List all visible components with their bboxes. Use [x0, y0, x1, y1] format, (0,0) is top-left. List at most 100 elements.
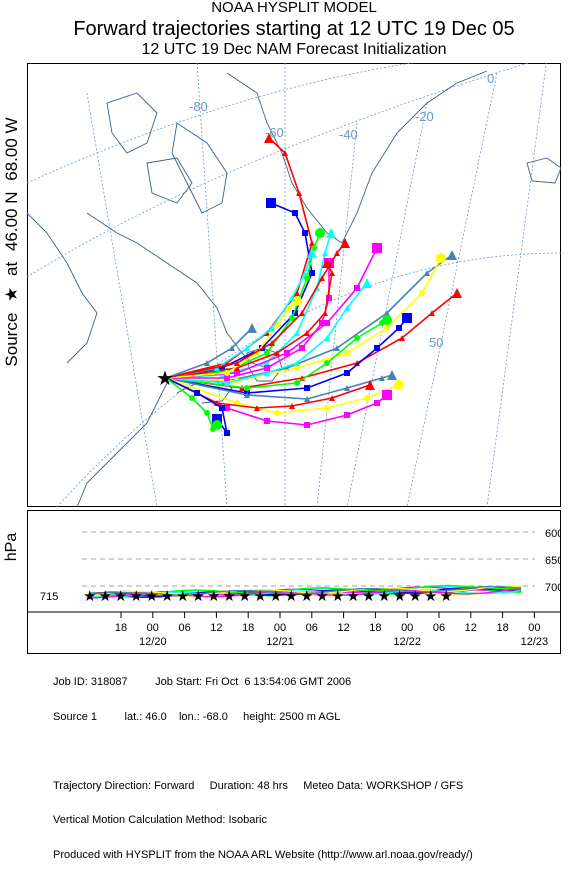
trajectory-dot-marker — [204, 410, 210, 416]
trajectory-triangle-marker — [296, 190, 302, 196]
vertical-profile: 600 650 700 715 ★ ★ ★ ★ ★ ★ ★ ★ ★ ★ ★ ★ ★ ★ ★ ★ ★ ★ ★ ★ ★ ★ ★ ★… — [27, 510, 561, 654]
trajectory-line — [165, 377, 400, 414]
longitude-line — [316, 122, 358, 507]
trajectory-triangle-marker — [289, 295, 295, 301]
longitude-line — [486, 63, 547, 507]
profile-start-star: ★ — [99, 588, 112, 605]
graticule — [27, 63, 561, 507]
source-location-label: Source ★ at 46.00 N 68.00 W — [2, 82, 22, 402]
trajectory-triangle-marker — [447, 250, 457, 260]
trajectory-square-marker — [396, 325, 402, 331]
trajectory-triangle-marker — [329, 395, 335, 401]
trajectory-triangle-marker — [324, 335, 330, 341]
trajectory-triangle-marker — [254, 405, 260, 411]
trajectory-path — [165, 228, 336, 379]
trajectory-dot-marker — [436, 253, 446, 263]
profile-traces — [88, 584, 522, 599]
profile-trace — [88, 585, 521, 596]
page-title: Forward trajectories starting at 12 UTC … — [73, 18, 515, 40]
profile-start-star: ★ — [114, 588, 127, 605]
trajectory-dot-marker — [315, 228, 325, 238]
trajectory-triangle-marker — [234, 360, 240, 366]
trajectory-square-marker — [264, 418, 270, 424]
trajectory-triangle-marker — [304, 396, 310, 402]
time-tick-label: 18 — [496, 622, 508, 634]
trajectory-line — [165, 202, 313, 379]
date-label: 12/23 — [521, 636, 549, 648]
trajectory-dot-marker — [274, 410, 280, 416]
trajectory-square-marker — [219, 365, 225, 371]
trajectory-dot-marker — [264, 350, 270, 356]
trajectory-triangle-marker — [234, 365, 240, 371]
trajectory-path — [165, 296, 302, 379]
trajectory-square-marker — [224, 430, 230, 436]
trajectory-dot-marker — [234, 400, 240, 406]
footer-source-line: Source 1 lat.: 46.0 lon.: -68.0 height: … — [53, 710, 341, 723]
trajectory-square-marker — [266, 198, 276, 208]
time-tick-label: 06 — [178, 622, 190, 634]
trajectory-path — [165, 315, 392, 391]
latitude-line — [27, 63, 415, 184]
source-label-at: at — [2, 261, 21, 276]
longitude-line — [406, 72, 498, 507]
profile-y-label: hPa — [3, 532, 21, 562]
date-label: 12/20 — [139, 636, 167, 648]
trajectory-square-marker — [382, 390, 392, 400]
trajectory-square-marker — [304, 422, 310, 428]
trajectory-square-marker — [284, 350, 290, 356]
trajectory-dot-marker — [344, 350, 350, 356]
trajectory-triangle-marker — [219, 372, 225, 378]
lon-label: 0 — [487, 71, 494, 86]
source-star-marker: ★ — [156, 368, 174, 390]
profile-start-star: ★ — [285, 588, 298, 605]
time-tick-label: 12 — [465, 622, 477, 634]
profile-start-star: ★ — [440, 588, 453, 605]
trajectory-path — [165, 377, 222, 432]
trajectory-triangle-marker — [244, 345, 250, 351]
trajectory-triangle-marker — [309, 240, 315, 246]
iceland-coast — [526, 157, 561, 184]
profile-start-star: ★ — [331, 588, 344, 605]
trajectory-square-marker — [309, 270, 315, 276]
trajectory-square-marker — [299, 345, 305, 351]
trajectory-triangle-marker — [354, 360, 360, 366]
trajectory-square-marker — [354, 285, 360, 291]
trajectory-triangle-marker — [264, 133, 274, 143]
trajectory-triangle-marker — [334, 345, 340, 351]
trajectory-dot-marker — [289, 315, 295, 321]
trajectory-triangle-marker — [344, 385, 350, 391]
trajectory-triangle-marker — [269, 340, 275, 346]
job-info: Job ID: 318087 Job Start: Fri Oct 6 13:5… — [53, 654, 473, 873]
trajectory-triangle-marker — [274, 350, 280, 356]
labrador-coast — [86, 212, 268, 369]
trajectory-square-marker — [402, 313, 412, 323]
trajectory-square-marker — [194, 390, 200, 396]
profile-start-star: ★ — [362, 588, 375, 605]
trajectory-path — [165, 377, 230, 436]
trajectory-triangle-marker — [304, 330, 310, 336]
trajectory-square-marker — [344, 370, 350, 376]
page-subtitle: 12 UTC 19 Dec NAM Forecast Initializatio… — [141, 41, 447, 58]
trajectory-triangle-marker — [244, 392, 250, 398]
trajectory-dot-marker — [364, 395, 370, 401]
trajectory-square-marker — [304, 385, 310, 391]
trajectory-line — [165, 137, 313, 379]
time-tick-label: 06 — [306, 622, 318, 634]
source-label-lon: 68.00 W — [2, 117, 21, 181]
trajectory-dot-marker — [394, 380, 404, 390]
trajectory-triangle-marker — [326, 228, 336, 238]
trajectory-triangle-marker — [329, 270, 335, 276]
trajectory-square-marker — [219, 405, 225, 411]
trajectory-dot-marker — [324, 405, 330, 411]
trajectory-line — [165, 247, 378, 379]
trajectories — [165, 133, 462, 436]
source-label-text: Source — [2, 312, 21, 367]
date-label: 12/21 — [266, 636, 294, 648]
footer-blank-line — [53, 746, 473, 758]
trajectory-triangle-marker — [204, 360, 210, 366]
arctic-island-coast — [146, 157, 193, 204]
trajectory-triangle-marker — [299, 310, 305, 316]
profile-start-star: ★ — [269, 588, 282, 605]
trajectory-dot-marker — [294, 380, 300, 386]
time-tick-label: 12 — [210, 622, 222, 634]
